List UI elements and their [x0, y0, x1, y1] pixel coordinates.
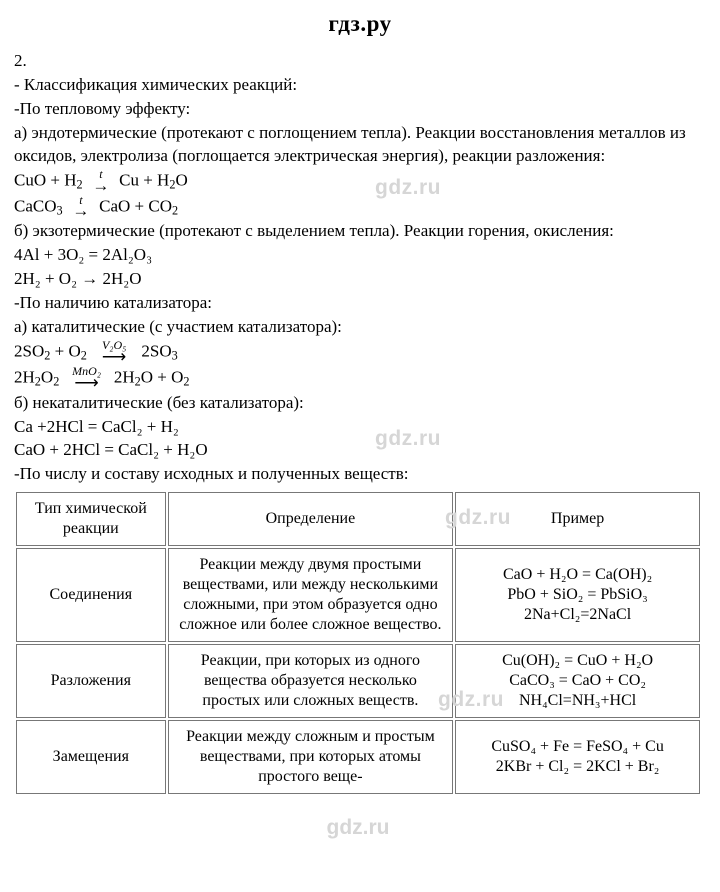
- reaction-type: Разложения: [16, 644, 166, 718]
- eq-part: 2SO: [141, 341, 171, 360]
- equation-2: CaCO3 t → CaO + CO2: [14, 195, 702, 220]
- eq-part: 2H: [114, 367, 135, 386]
- equation-4: 2H₂ + O₂ → 2H₂O: [14, 268, 702, 291]
- equation-5: 2SO2 + O2 V₂O₅ ⟶ 2SO3: [14, 340, 702, 365]
- reaction-type: Замещения: [16, 720, 166, 794]
- text-line: а) каталитические (с участием катализато…: [14, 316, 702, 339]
- equation-7: Ca +2HCl = CaCl₂ + H₂: [14, 416, 702, 439]
- text-line: -По тепловому эффекту:: [14, 98, 702, 121]
- eq-part: + O: [50, 341, 80, 360]
- arrow-icon: →: [67, 202, 95, 219]
- eq-part: O + O: [141, 367, 184, 386]
- equation-6: 2H2O2 MnO₂ ⟶ 2H2O + O2: [14, 366, 702, 391]
- arrow-icon: ⟶: [64, 374, 110, 391]
- table-header: Определение: [168, 492, 454, 546]
- text-line: - Классификация химических реакций:: [14, 74, 702, 97]
- subscript: 2: [183, 374, 189, 388]
- arrow-icon: →: [87, 177, 115, 194]
- equation-3: 4Al + 3O₂ = 2Al₂O₃: [14, 244, 702, 267]
- reaction-arrow: MnO₂ ⟶: [64, 366, 110, 391]
- reaction-example: CuSO₄ + Fe = FeSO₄ + Cu2KBr + Cl₂ = 2KCl…: [455, 720, 700, 794]
- table-header-row: Тип химической реакции Определение Приме…: [16, 492, 700, 546]
- reaction-definition: Реакции, при которых из одного вещества …: [168, 644, 454, 718]
- arrow-icon: ⟶: [91, 348, 137, 365]
- text-line: а) эндотермические (протекают с поглощен…: [14, 122, 702, 168]
- eq-part: 2SO: [14, 341, 44, 360]
- subscript: 2: [81, 348, 87, 362]
- problem-number: 2.: [14, 50, 702, 73]
- eq-part: CuO + H: [14, 170, 76, 189]
- equation-8: CaO + 2HCl = CaCl₂ + H₂O: [14, 439, 702, 462]
- site-header: гдз.ру: [0, 0, 720, 49]
- subscript: 2: [53, 374, 59, 388]
- footer-watermark: gdz.ru: [14, 814, 702, 842]
- reaction-arrow: V₂O₅ ⟶: [91, 340, 137, 365]
- eq-part: O: [41, 367, 53, 386]
- document-content: 2. - Классификация химических реакций: -…: [0, 50, 720, 843]
- reaction-example: CaO + H₂O = Ca(OH)₂PbO + SiO₂ = PbSiO₃2N…: [455, 548, 700, 642]
- eq-part: 2H: [14, 367, 35, 386]
- eq-part: CaO + CO: [99, 196, 172, 215]
- table-row: Соединения Реакции между двумя простыми …: [16, 548, 700, 642]
- text-line: б) экзотермические (протекают с выделени…: [14, 220, 702, 243]
- eq-part: O: [175, 170, 187, 189]
- reactions-table: Тип химической реакции Определение Приме…: [14, 490, 702, 796]
- reaction-definition: Реакции между сложным и простым вещества…: [168, 720, 454, 794]
- reaction-arrow: t →: [87, 169, 115, 194]
- text-line: б) некаталитические (без катализатора):: [14, 392, 702, 415]
- table-header: Пример: [455, 492, 700, 546]
- subscript: 2: [76, 177, 82, 191]
- reaction-example: Cu(OH)₂ = CuO + H₂OCaCO₃ = CaO + CO₂NH₄C…: [455, 644, 700, 718]
- subscript: 3: [172, 348, 178, 362]
- table-row: Замещения Реакции между сложным и просты…: [16, 720, 700, 794]
- reaction-definition: Реакции между двумя простыми веществами,…: [168, 548, 454, 642]
- table-row: Разложения Реакции, при которых из одног…: [16, 644, 700, 718]
- reaction-arrow: t →: [67, 195, 95, 220]
- text-line: -По наличию катализатора:: [14, 292, 702, 315]
- eq-part: CaCO: [14, 196, 57, 215]
- table-header: Тип химической реакции: [16, 492, 166, 546]
- subscript: 3: [57, 203, 63, 217]
- eq-part: Cu + H: [119, 170, 169, 189]
- reaction-type: Соединения: [16, 548, 166, 642]
- text-line: -По числу и составу исходных и полученны…: [14, 463, 702, 486]
- equation-1: CuO + H2 t → Cu + H2O: [14, 169, 702, 194]
- subscript: 2: [172, 203, 178, 217]
